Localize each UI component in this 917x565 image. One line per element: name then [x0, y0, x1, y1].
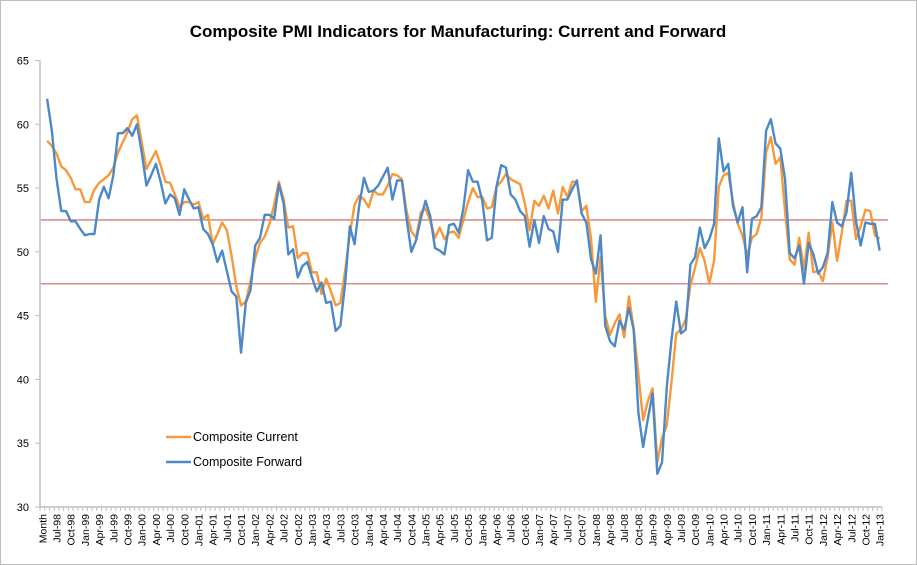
- y-tick-label: 50: [17, 247, 29, 259]
- x-tick-label: Jul-08: [619, 514, 631, 543]
- x-tick-label: Jan-06: [477, 514, 489, 546]
- x-tick-labels: Month Jul-98 Oct-98 Jan-99 Apr-99 Jul-99 Oct-9…: [37, 514, 886, 546]
- x-tick-label: Apr-99: [94, 514, 106, 546]
- x-tick-label: Jan-11: [761, 514, 773, 545]
- y-tick-label: 55: [17, 183, 29, 195]
- x-tick-label: Jul-07: [562, 514, 574, 543]
- series-line-composite-forward: [45, 98, 881, 476]
- y-tick-label: 40: [17, 374, 29, 386]
- legend-label-current: Composite Current: [193, 430, 298, 444]
- x-tick-label: Apr-04: [378, 514, 390, 546]
- x-tick-label: Apr-12: [832, 514, 844, 546]
- x-tick-label: Jan-99: [80, 514, 92, 546]
- x-tick-label: Oct-12: [860, 514, 872, 546]
- x-tick-label: Apr-03: [321, 514, 333, 546]
- legend: Composite Current Composite Forward: [166, 430, 302, 469]
- x-tick-label: Apr-05: [435, 514, 447, 546]
- x-tick-label: Oct-11: [804, 514, 816, 545]
- x-tick-label: Oct-03: [350, 514, 362, 546]
- x-tick-label: Apr-10: [719, 514, 731, 546]
- x-tick-label: Oct-99: [123, 514, 135, 546]
- x-tick-label: Apr-11: [775, 514, 787, 545]
- x-tick-label: Jul-02: [279, 514, 291, 543]
- x-tick-label: Jul-09: [676, 514, 688, 543]
- x-tick-label: Jul-05: [449, 514, 461, 543]
- x-tick-label: Oct-06: [520, 514, 532, 546]
- x-tick-label: Jul-03: [335, 514, 347, 543]
- y-tick-label: 45: [17, 311, 29, 323]
- x-tick-label: Oct-10: [747, 514, 759, 546]
- x-tick-label: Oct-05: [463, 514, 475, 546]
- x-tick-label: Oct-09: [690, 514, 702, 546]
- x-tick-label: Apr-09: [662, 514, 674, 546]
- x-tick-label: Apr-00: [151, 514, 163, 546]
- legend-label-forward: Composite Forward: [193, 455, 302, 469]
- x-tick-label: Apr-08: [605, 514, 617, 546]
- y-tick-labels: 30 35 40 45 50 55 60 65: [17, 56, 40, 514]
- x-tick-label: Jul-00: [165, 514, 177, 543]
- x-tick-label: Jan-10: [704, 514, 716, 546]
- x-tick-label: Jan-08: [591, 514, 603, 546]
- x-tick-label: Oct-01: [236, 514, 248, 546]
- x-tick-label: Jul-11: [789, 514, 801, 542]
- x-tick-label: Jan-02: [250, 514, 262, 546]
- x-tick-label: Apr-07: [548, 514, 560, 546]
- x-tick-label: Jul-10: [733, 514, 745, 543]
- x-tick-label: Jul-01: [222, 514, 234, 543]
- x-tick-label: Oct-00: [179, 514, 191, 546]
- x-tick-label: Oct-98: [66, 514, 78, 546]
- x-tick-label: Apr-06: [491, 514, 503, 546]
- chart-title: Composite PMI Indicators for Manufacturi…: [190, 22, 726, 41]
- x-tick-label: Jan-09: [648, 514, 660, 546]
- x-tick-label: Oct-02: [293, 514, 305, 546]
- x-tick-label: Jul-12: [846, 514, 858, 543]
- y-tick-label: 60: [17, 119, 29, 131]
- x-tick-label: Oct-04: [406, 514, 418, 546]
- y-tick-label: 35: [17, 438, 29, 450]
- y-tick-label: 65: [17, 56, 29, 68]
- series-line-composite-current: [46, 114, 881, 464]
- y-tick-label: 30: [17, 502, 29, 514]
- x-tick-label: Jan-04: [364, 514, 376, 546]
- reference-lines: [40, 219, 888, 285]
- x-tick-label: Jan-12: [818, 514, 830, 546]
- x-tick-label: Jan-01: [193, 514, 205, 546]
- x-tick-label: Jan-07: [534, 514, 546, 546]
- x-tick-label: Jul-99: [108, 514, 120, 543]
- x-tick-label: Jul-04: [392, 514, 404, 543]
- axes: [39, 60, 883, 511]
- x-tick-label: Jan-05: [421, 514, 433, 546]
- x-tick-label: Apr-01: [208, 514, 220, 546]
- x-tick-label: Jul-06: [506, 514, 518, 543]
- x-tick-label: Oct-07: [577, 514, 589, 546]
- series-lines: [45, 98, 881, 476]
- x-tick-label: Jul-98: [52, 514, 64, 543]
- x-tick-label: Oct-08: [633, 514, 645, 546]
- x-tick-label: Jan-03: [307, 514, 319, 546]
- x-tick-label: Jan-00: [137, 514, 149, 546]
- x-tick-label: Jan-13: [875, 514, 887, 546]
- x-tick-label: Month: [37, 514, 49, 543]
- x-tick-label: Apr-02: [264, 514, 276, 546]
